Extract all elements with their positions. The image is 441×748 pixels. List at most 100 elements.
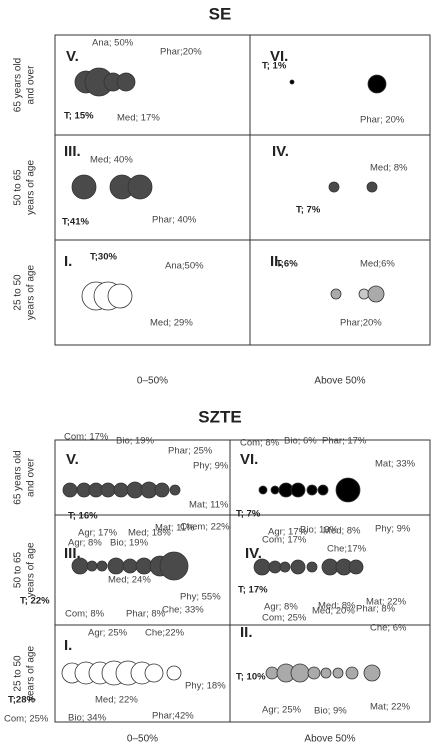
bubble: [169, 484, 181, 496]
bubble-label: Med; 8%: [370, 163, 408, 174]
bubble: [268, 560, 282, 574]
bubble: [116, 72, 136, 92]
bubble: [166, 665, 182, 681]
bubble-label: Med; 29%: [150, 318, 193, 329]
bubble-label: Agr; 8%: [264, 602, 298, 613]
bubble: [345, 666, 359, 680]
bubble-label: T;41%: [62, 217, 89, 228]
bubble: [122, 558, 138, 574]
bubble-label: Med; 40%: [90, 155, 133, 166]
bubble-label: Agr; 8%: [68, 538, 102, 549]
row-label: and over: [26, 457, 37, 497]
bubble-label: Phar; 17%: [322, 436, 367, 447]
bubble: [107, 283, 133, 309]
bubble-label: Bio; 19%: [116, 436, 155, 447]
bubble-label: Mat; 33%: [375, 459, 416, 470]
bubble-label: Phar;20%: [160, 47, 202, 58]
bubble: [306, 561, 318, 573]
row-label: years of age: [26, 265, 37, 320]
bubble-label: Phy; 18%: [185, 681, 226, 692]
bubble-label: Che; 33%: [162, 605, 204, 616]
bubble-label: Agr; 25%: [262, 705, 302, 716]
cell-numeral: VI.: [240, 451, 258, 468]
cell-numeral: IV.: [245, 545, 262, 562]
cell-numeral: I.: [64, 637, 72, 654]
bubble-label: Agr; 17%: [268, 527, 308, 538]
bubble-label: Agr; 25%: [88, 628, 128, 639]
bubble-label: Com; 8%: [240, 438, 280, 449]
bubble: [335, 477, 361, 503]
bubble-label: Med; 22%: [95, 695, 138, 706]
bubble-label: T; 15%: [64, 111, 94, 122]
bubble: [290, 559, 306, 575]
bubble: [328, 181, 340, 193]
bubble-label: Phar;20%: [340, 318, 382, 329]
bubble-label: Com; 17%: [64, 432, 109, 443]
bubble-label: Phar; 40%: [152, 215, 197, 226]
bubble: [258, 485, 268, 495]
row-label: 25 to 50: [13, 655, 24, 692]
bubble: [144, 663, 164, 683]
bubble: [332, 667, 344, 679]
bubble-label: Chem; 22%: [180, 522, 230, 533]
bubble-label: T; 22%: [20, 596, 50, 607]
bubble: [96, 560, 108, 572]
bubble-label: Ana;50%: [165, 261, 204, 272]
bubble: [113, 482, 129, 498]
bubble-label: Phar; 8%: [356, 604, 396, 615]
bubble: [320, 667, 332, 679]
bubble: [107, 557, 125, 575]
bubble: [306, 484, 318, 496]
bubble: [127, 174, 153, 200]
row-label: and over: [26, 65, 37, 105]
grid-frame: [54, 439, 431, 723]
bubble: [159, 551, 189, 581]
bubble-label: Com; 17%: [262, 535, 307, 546]
grid-frame: [54, 34, 431, 346]
cell-numeral: VI.: [270, 48, 288, 65]
bubble: [330, 288, 342, 300]
row-label: 50 to 65: [13, 551, 24, 588]
cell-numeral: V.: [66, 451, 79, 468]
bubble: [367, 74, 387, 94]
bubble: [366, 181, 378, 193]
cell-numeral: IV.: [272, 143, 289, 160]
bubble-label: Med; 8%: [323, 526, 361, 537]
bubble-label: Com; 25%: [262, 613, 307, 624]
bubble: [289, 79, 295, 85]
bubble-label: T;6%: [276, 259, 298, 270]
col-label: 0–50%: [137, 376, 168, 387]
cell-numeral: III.: [64, 143, 81, 160]
row-label: years of age: [26, 160, 37, 215]
bubble: [265, 666, 279, 680]
row-label: years of age: [26, 646, 37, 701]
bubble-label: Mat; 22%: [366, 597, 407, 608]
bubble-label: T; 1%: [262, 61, 287, 72]
bubble-label: Mat; 22%: [370, 702, 411, 713]
bubble-label: Med; 24%: [108, 575, 151, 586]
row-label: 50 to 65: [13, 169, 24, 206]
bubble-label: Ana; 50%: [92, 38, 134, 49]
cell-numeral: II.: [240, 624, 253, 641]
bubble: [290, 663, 310, 683]
cell-numeral: III.: [64, 545, 81, 562]
bubble-label: Bio; 19%: [110, 538, 149, 549]
col-label: Above 50%: [304, 734, 355, 745]
bubble-label: Bio; 34%: [68, 713, 107, 724]
bubble-label: Com; 25%: [4, 714, 49, 725]
bubble: [363, 664, 381, 682]
panel-title: SE: [209, 4, 232, 23]
row-label: 65 years old: [13, 58, 24, 112]
bubble-label: T; 16%: [68, 511, 98, 522]
bubble: [290, 482, 306, 498]
bubble-label: Med; 17%: [117, 113, 160, 124]
bubble-label: T; 17%: [238, 585, 268, 596]
bubble-label: T; 10%: [236, 672, 266, 683]
bubble-label: Phar; 25%: [168, 446, 213, 457]
bubble: [367, 285, 385, 303]
cell-numeral: II.: [270, 253, 283, 270]
cell-numeral: I.: [64, 253, 72, 270]
bubble-label: Phar;42%: [152, 711, 194, 722]
bubble-label: Che;17%: [327, 544, 367, 555]
bubble: [317, 484, 329, 496]
